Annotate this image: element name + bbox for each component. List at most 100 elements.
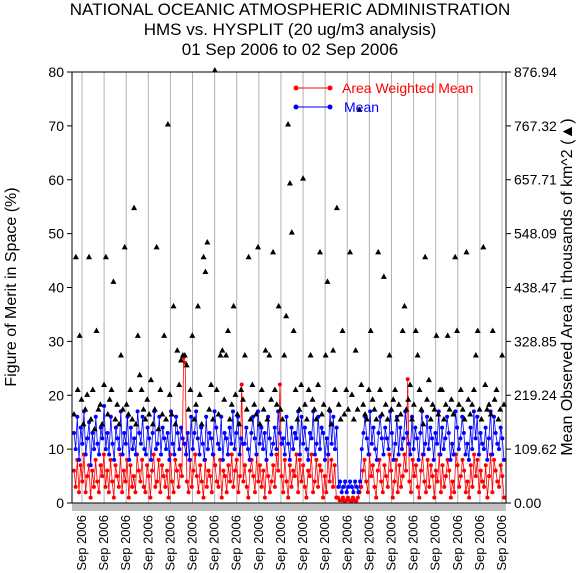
mean-point bbox=[463, 452, 468, 457]
observed-area-point bbox=[469, 401, 476, 407]
area-weighted-mean-point bbox=[90, 468, 95, 473]
area-weighted-mean-point bbox=[95, 479, 100, 484]
mean-point bbox=[299, 414, 304, 419]
mean-point bbox=[242, 441, 247, 446]
mean-point bbox=[291, 447, 296, 452]
area-weighted-mean-point bbox=[158, 490, 163, 495]
plot-frame bbox=[71, 71, 507, 504]
observed-area-point bbox=[209, 415, 216, 422]
legend: Area Weighted Mean Mean bbox=[293, 80, 473, 115]
area-weighted-mean-point bbox=[251, 474, 256, 479]
mean-point bbox=[468, 425, 473, 430]
observed-area-point bbox=[350, 415, 357, 422]
mean-point bbox=[225, 452, 230, 457]
observed-area-point bbox=[256, 420, 263, 427]
area-weighted-mean-point bbox=[131, 474, 136, 479]
mean-point bbox=[222, 430, 227, 435]
observed-area-point bbox=[161, 332, 168, 338]
observed-area-point bbox=[117, 352, 124, 358]
area-weighted-mean-point bbox=[364, 479, 369, 484]
observed-area-point bbox=[476, 406, 483, 412]
mean-point bbox=[483, 425, 488, 430]
area-weighted-mean-point bbox=[88, 495, 93, 500]
observed-area-point bbox=[224, 327, 231, 333]
area-weighted-mean-point bbox=[321, 495, 326, 500]
mean-point bbox=[443, 436, 448, 441]
area-weighted-mean-point bbox=[468, 463, 473, 468]
mean-point bbox=[460, 414, 465, 419]
mean-point bbox=[138, 441, 143, 446]
area-weighted-mean-point bbox=[224, 490, 229, 495]
observed-area-point bbox=[168, 411, 175, 417]
mean-point bbox=[215, 441, 220, 446]
mean-point bbox=[269, 452, 274, 457]
area-weighted-mean-point bbox=[359, 484, 364, 489]
area-weighted-mean-point bbox=[375, 468, 380, 473]
mean-point bbox=[95, 441, 100, 446]
area-weighted-mean-point bbox=[399, 484, 404, 489]
area-weighted-mean-point bbox=[261, 468, 266, 473]
observed-area-point bbox=[474, 327, 481, 333]
y-tick-label: 40 bbox=[48, 280, 64, 296]
date-band bbox=[72, 503, 506, 511]
area-weighted-mean-point bbox=[133, 490, 138, 495]
area-weighted-mean-point bbox=[423, 490, 428, 495]
mean-point bbox=[182, 441, 187, 446]
mean-point bbox=[133, 452, 138, 457]
y-tick-label: 60 bbox=[48, 172, 64, 188]
area-weighted-mean-point bbox=[460, 457, 465, 462]
x-tick-label: Sep 2006 bbox=[383, 515, 398, 571]
x-tick-label: Sep 2006 bbox=[450, 515, 465, 571]
mean-point bbox=[78, 425, 83, 430]
observed-area-point bbox=[159, 411, 166, 417]
mean-point bbox=[309, 436, 314, 441]
observed-area-point bbox=[183, 361, 190, 368]
mean-point bbox=[486, 436, 491, 441]
x-tick-label: Sep 2006 bbox=[317, 515, 332, 571]
mean-point bbox=[107, 452, 112, 457]
mean-point bbox=[465, 441, 470, 446]
observed-area-point bbox=[408, 415, 415, 422]
mean-point bbox=[321, 430, 326, 435]
observed-area-point bbox=[221, 396, 228, 402]
area-weighted-mean-point bbox=[228, 479, 233, 484]
observed-area-point bbox=[380, 273, 387, 279]
area-weighted-mean-point bbox=[465, 479, 470, 484]
area-weighted-mean-point bbox=[385, 484, 390, 489]
mean-point bbox=[476, 452, 481, 457]
observed-area-point bbox=[431, 406, 438, 412]
x-tick-label: Sep 2006 bbox=[74, 515, 89, 571]
observed-area-point bbox=[367, 327, 374, 333]
area-weighted-mean-point bbox=[311, 490, 316, 495]
observed-area-point bbox=[217, 352, 224, 358]
observed-area-point bbox=[371, 406, 378, 412]
observed-area-point bbox=[249, 381, 256, 388]
observed-area-point bbox=[80, 420, 87, 427]
area-weighted-mean-point bbox=[369, 474, 374, 479]
area-weighted-mean-point bbox=[247, 468, 252, 473]
mean-point bbox=[359, 447, 364, 452]
mean-point bbox=[214, 425, 219, 430]
area-weighted-mean-point bbox=[208, 474, 213, 479]
mean-point bbox=[440, 425, 445, 430]
observed-area-point bbox=[151, 406, 158, 412]
mean-point bbox=[470, 447, 475, 452]
x-tick-label: Sep 2006 bbox=[118, 515, 133, 571]
area-weighted-mean-point bbox=[309, 452, 314, 457]
observed-area-point bbox=[268, 396, 275, 402]
mean-point bbox=[423, 441, 428, 446]
area-weighted-mean-point bbox=[340, 495, 345, 500]
mean-point bbox=[113, 425, 118, 430]
y2-tick-label: 219.24 bbox=[514, 387, 557, 403]
mean-point bbox=[284, 414, 289, 419]
observed-area-point bbox=[253, 411, 260, 417]
mean-point bbox=[478, 430, 483, 435]
mean-point bbox=[453, 409, 458, 414]
area-weighted-mean-point bbox=[282, 457, 287, 462]
mean-point bbox=[425, 414, 430, 419]
mean-point bbox=[143, 452, 148, 457]
y2-tick-label: 0.00 bbox=[514, 495, 541, 511]
observed-area-point bbox=[433, 332, 440, 338]
mean-point bbox=[190, 447, 195, 452]
area-weighted-mean-point bbox=[233, 468, 238, 473]
